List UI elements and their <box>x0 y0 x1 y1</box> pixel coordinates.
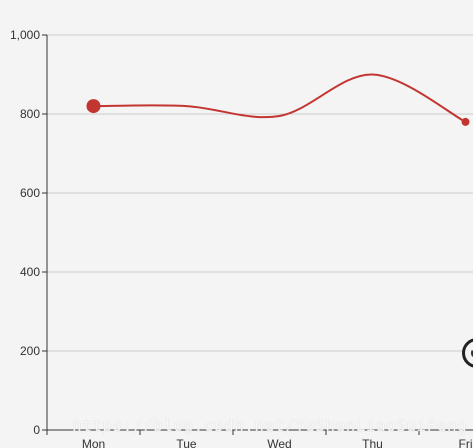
y-tick-label: 200 <box>20 344 40 358</box>
y-tick-label: 600 <box>20 186 40 200</box>
x-tick-label: Wed <box>267 437 291 448</box>
data-point <box>461 117 470 126</box>
y-tick-label: 400 <box>20 265 40 279</box>
x-tick-label: Mon <box>82 437 105 448</box>
series-layer <box>86 73 470 126</box>
axes <box>42 34 473 435</box>
x-tick-label: Thu <box>362 437 383 448</box>
x-tick-label: Tue <box>176 437 197 448</box>
y-tick-label: 800 <box>20 107 40 121</box>
grid-lines <box>47 34 473 352</box>
data-point <box>86 99 101 114</box>
y-tick-label: 1,000 <box>10 28 40 42</box>
series-line <box>93 73 466 123</box>
watermark-text: https://blog.csdn.net/YeShenLiaoSuiFeng <box>72 416 468 435</box>
tick-labels: 0 200 400 600 800 1,000 Mon Tue Wed Thu Fri <box>10 28 473 448</box>
y-tick-label: 0 <box>33 423 40 437</box>
x-tick-label: Fri <box>459 437 473 448</box>
